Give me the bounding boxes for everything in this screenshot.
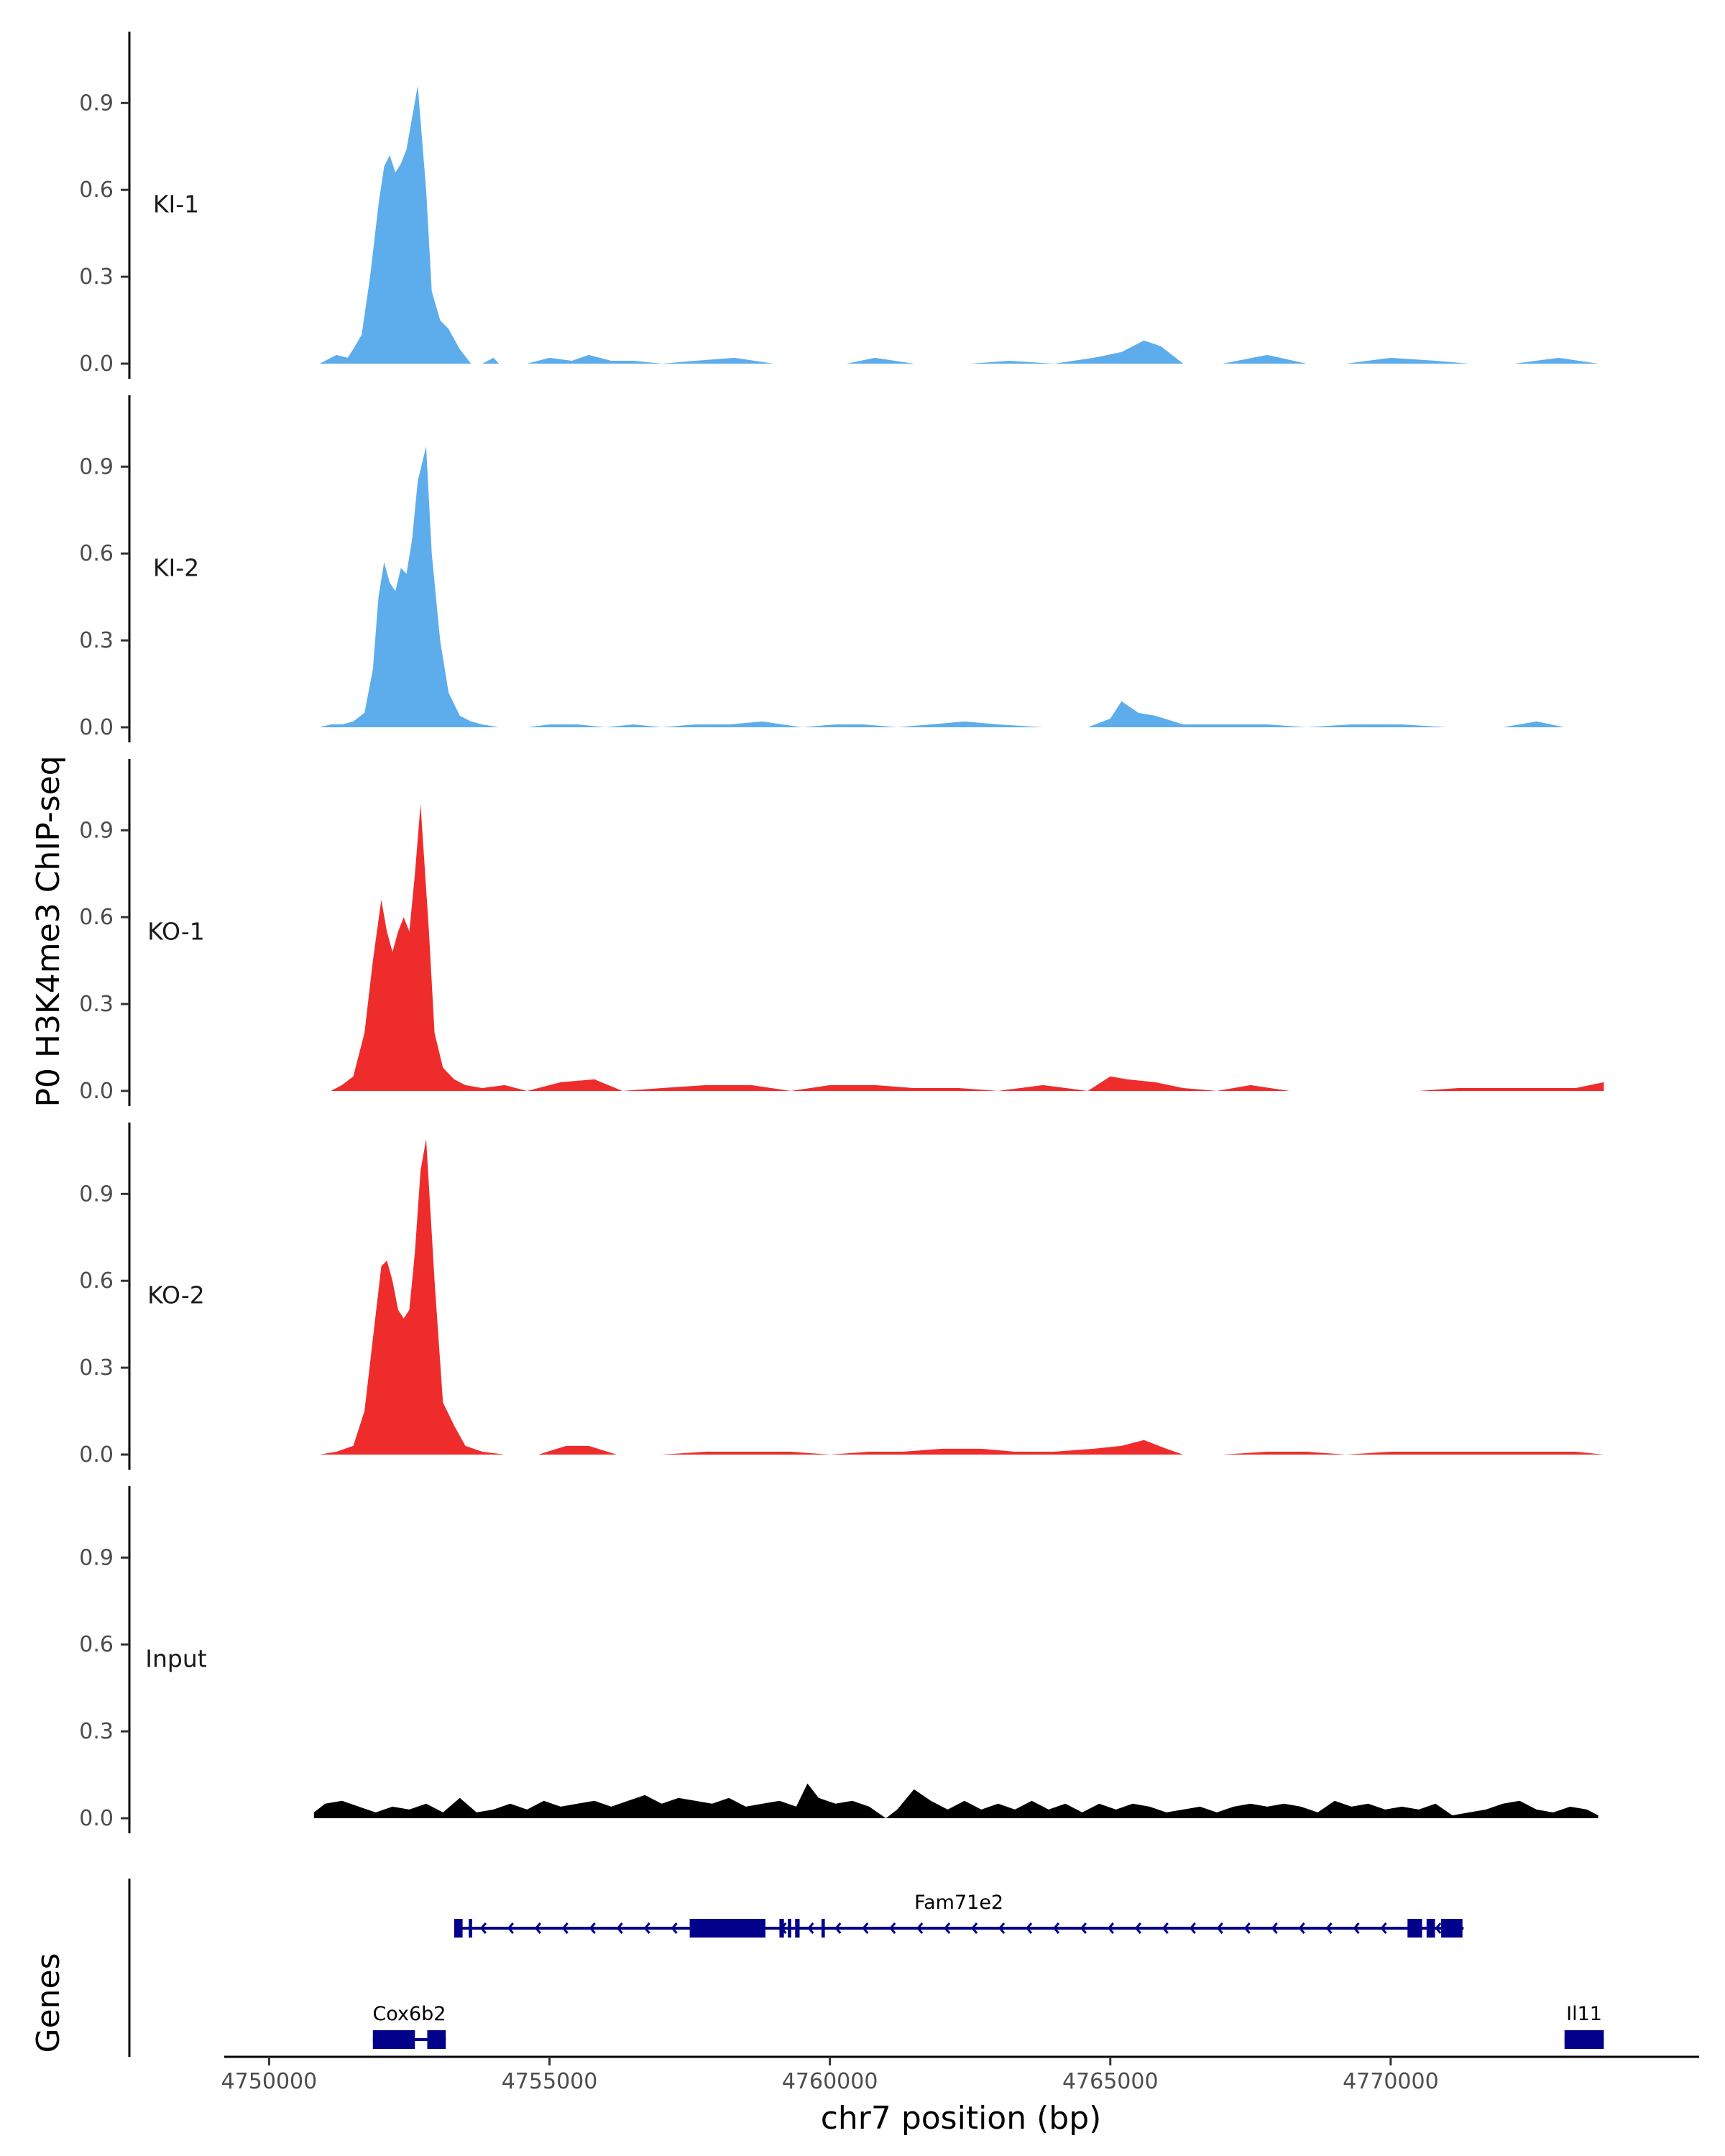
x-axis: 4750000 4755000 4760000 4765000 4770000 [221, 2055, 1699, 2094]
track-panel-ki-2: 0.0 0.3 0.6 0.9 KI-2 [79, 395, 1565, 742]
exon-block [788, 1919, 791, 1938]
x-tick-label: 4765000 [1062, 2069, 1159, 2094]
gene-label: Fam71e2 [914, 1892, 1003, 1914]
x-tick-label: 4755000 [502, 2069, 598, 2094]
strand-arrow [643, 1922, 650, 1934]
exon-block [1407, 1919, 1422, 1938]
strand-arrow [1134, 1922, 1141, 1934]
y-tick-label: 0.9 [79, 91, 114, 116]
strand-arrow [971, 1922, 978, 1934]
y-axis-title: P0 H3K4me3 ChIP-seq [30, 755, 67, 1107]
exon-block [427, 2030, 446, 2049]
exon-block [779, 1919, 784, 1938]
strand-arrow [1052, 1922, 1060, 1934]
strand-arrow [1435, 1922, 1442, 1934]
strand-arrow [1080, 1922, 1087, 1934]
strand-arrow [944, 1922, 951, 1934]
strand-arrow [589, 1922, 596, 1934]
y-tick-label: 0.3 [79, 1355, 114, 1381]
y-tick-label: 0.9 [79, 818, 114, 843]
y-tick-label: 0.0 [79, 1442, 114, 1468]
track-label: KI-2 [153, 553, 199, 581]
signal-area [331, 804, 1604, 1091]
x-tick-label: 4760000 [782, 2069, 878, 2094]
y-tick-label: 0.3 [79, 992, 114, 1017]
strand-arrow [998, 1922, 1006, 1934]
exon-block [454, 1919, 463, 1938]
track-panel-ko-1: 0.0 0.3 0.6 0.9 KO-1 [79, 759, 1604, 1106]
strand-arrow [1026, 1922, 1033, 1934]
strand-arrow [479, 1922, 487, 1934]
exon-block [1426, 1919, 1435, 1938]
signal-tracks: 0.00.30.60.9KI-10.00.30.60.9KI-20.00.30.… [79, 32, 1604, 1833]
track-label: KO-2 [147, 1281, 205, 1309]
signal-area [319, 1138, 1604, 1455]
y-tick-label: 0.9 [79, 1545, 114, 1570]
y-tick-label: 0.6 [79, 905, 114, 930]
strand-arrow [1107, 1922, 1115, 1934]
strand-arrow [1298, 1922, 1305, 1934]
y-tick-label: 0.3 [79, 628, 114, 653]
y-tick-label: 0.9 [79, 1181, 114, 1207]
track-label: Input [145, 1644, 207, 1672]
strand-arrow [916, 1922, 924, 1934]
gene-track: Fam71e2 Cox6b2 Il11 [128, 1879, 1604, 2057]
strand-arrow [862, 1922, 869, 1934]
y-tick-label: 0.9 [79, 454, 114, 479]
y-tick-label: 0.6 [79, 178, 114, 203]
exon-block [1441, 1919, 1463, 1938]
x-axis-title: chr7 position (bp) [821, 2100, 1102, 2137]
strand-arrow [834, 1922, 842, 1934]
gene-il11: Il11 [1564, 2003, 1604, 2049]
strand-arrow [1216, 1922, 1223, 1934]
exon-block [795, 1919, 800, 1938]
signal-area [319, 86, 1598, 364]
strand-arrow [507, 1922, 514, 1934]
exon-block [1564, 2030, 1604, 2049]
strand-arrow [1162, 1922, 1169, 1934]
y-tick-label: 0.0 [79, 1079, 114, 1104]
strand-arrow [889, 1922, 896, 1934]
strand-arrow [616, 1922, 623, 1934]
gene-track-label: Genes [30, 1953, 67, 2053]
exon-block [821, 1919, 825, 1938]
y-tick-label: 0.0 [79, 715, 114, 740]
track-panel-ko-2: 0.0 0.3 0.6 0.9 KO-2 [79, 1123, 1604, 1470]
y-tick-label: 0.0 [79, 1806, 114, 1831]
x-tick-label: 4750000 [221, 2069, 318, 2094]
track-panel-input: 0.0 0.3 0.6 0.9 Input [79, 1486, 1598, 1833]
strand-arrow [534, 1922, 541, 1934]
gene-label: Cox6b2 [372, 2003, 446, 2025]
y-tick-label: 0.6 [79, 1268, 114, 1294]
strand-arrow [1243, 1922, 1251, 1934]
gene-fam71e2: Fam71e2 [454, 1892, 1464, 1938]
gene-cox6b2: Cox6b2 [372, 2003, 446, 2049]
exon-block [372, 2030, 415, 2049]
strand-arrow [1325, 1922, 1333, 1934]
exon-block [689, 1919, 765, 1938]
y-tick-label: 0.3 [79, 1719, 114, 1744]
strand-arrow [807, 1922, 814, 1934]
track-label: KI-1 [153, 190, 199, 218]
gene-label: Il11 [1566, 2003, 1602, 2025]
y-tick-label: 0.0 [79, 351, 114, 377]
x-tick-label: 4770000 [1343, 2069, 1439, 2094]
strand-arrow [671, 1922, 678, 1934]
exon-block [469, 1919, 472, 1938]
y-tick-label: 0.3 [79, 264, 114, 290]
strand-arrow [1189, 1922, 1196, 1934]
track-panel-ki-1: 0.0 0.3 0.6 0.9 KI-1 [79, 32, 1598, 379]
signal-area [319, 446, 1565, 727]
signal-area [313, 1783, 1598, 1818]
strand-arrow [1271, 1922, 1278, 1934]
y-tick-label: 0.6 [79, 541, 114, 566]
strand-arrow [1380, 1922, 1387, 1934]
strand-arrow [561, 1922, 569, 1934]
strand-arrow [1353, 1922, 1360, 1934]
y-tick-label: 0.6 [79, 1632, 114, 1657]
track-label: KO-1 [147, 917, 205, 945]
